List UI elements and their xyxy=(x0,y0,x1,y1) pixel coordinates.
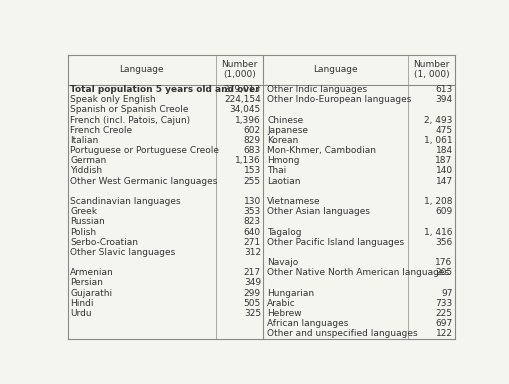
Text: French (incl. Patois, Cajun): French (incl. Patois, Cajun) xyxy=(70,116,190,125)
Text: Polish: Polish xyxy=(70,227,96,237)
Text: 1, 416: 1, 416 xyxy=(423,227,452,237)
Text: 184: 184 xyxy=(435,146,452,155)
Text: Russian: Russian xyxy=(70,217,105,226)
Text: Other Asian languages: Other Asian languages xyxy=(267,207,370,216)
Text: 640: 640 xyxy=(243,227,261,237)
Text: African languages: African languages xyxy=(267,319,348,328)
Text: 609: 609 xyxy=(435,207,452,216)
Text: 130: 130 xyxy=(243,197,261,206)
Text: 823: 823 xyxy=(243,217,261,226)
Text: 271: 271 xyxy=(243,238,261,247)
Text: 153: 153 xyxy=(243,167,261,175)
Text: Other Pacific Island languages: Other Pacific Island languages xyxy=(267,238,404,247)
Text: Tagalog: Tagalog xyxy=(267,227,301,237)
Text: 225: 225 xyxy=(435,309,452,318)
Text: 140: 140 xyxy=(435,167,452,175)
Text: Total population 5 years old and over: Total population 5 years old and over xyxy=(70,85,259,94)
Text: Korean: Korean xyxy=(267,136,298,145)
Text: 1,396: 1,396 xyxy=(235,116,261,125)
Text: Yiddish: Yiddish xyxy=(70,167,102,175)
Text: Thai: Thai xyxy=(267,167,286,175)
Text: Hungarian: Hungarian xyxy=(267,288,314,298)
Text: German: German xyxy=(70,156,106,165)
Text: 613: 613 xyxy=(435,85,452,94)
Text: Other Slavic languages: Other Slavic languages xyxy=(70,248,175,257)
Text: 353: 353 xyxy=(243,207,261,216)
Text: 697: 697 xyxy=(435,319,452,328)
Text: Arabic: Arabic xyxy=(267,299,295,308)
Text: Hmong: Hmong xyxy=(267,156,299,165)
Text: 122: 122 xyxy=(435,329,452,338)
Text: Other Indo-European languages: Other Indo-European languages xyxy=(267,95,411,104)
Text: 299: 299 xyxy=(243,288,261,298)
Text: 505: 505 xyxy=(243,299,261,308)
Text: 829: 829 xyxy=(243,136,261,145)
Text: 1, 061: 1, 061 xyxy=(423,136,452,145)
Text: 2, 493: 2, 493 xyxy=(423,116,452,125)
Text: Language: Language xyxy=(313,65,357,74)
Text: Hebrew: Hebrew xyxy=(267,309,301,318)
Text: 394: 394 xyxy=(435,95,452,104)
Text: 683: 683 xyxy=(243,146,261,155)
Text: 97: 97 xyxy=(440,288,452,298)
Text: Spanish or Spanish Creole: Spanish or Spanish Creole xyxy=(70,106,188,114)
Text: 224,154: 224,154 xyxy=(224,95,261,104)
Text: Other West Germanic languages: Other West Germanic languages xyxy=(70,177,217,185)
Text: Japanese: Japanese xyxy=(267,126,308,135)
Text: 187: 187 xyxy=(435,156,452,165)
Text: Gujarathi: Gujarathi xyxy=(70,288,112,298)
Text: 279,013: 279,013 xyxy=(223,85,261,94)
Text: Other and unspecified languages: Other and unspecified languages xyxy=(267,329,417,338)
Text: Persian: Persian xyxy=(70,278,103,287)
Text: Vietnamese: Vietnamese xyxy=(267,197,320,206)
Text: 733: 733 xyxy=(435,299,452,308)
Text: Other Indic languages: Other Indic languages xyxy=(267,85,366,94)
Text: 34,045: 34,045 xyxy=(229,106,261,114)
Text: 176: 176 xyxy=(435,258,452,267)
Text: 1,136: 1,136 xyxy=(235,156,261,165)
Text: 475: 475 xyxy=(435,126,452,135)
Text: 325: 325 xyxy=(243,309,261,318)
Text: Armenian: Armenian xyxy=(70,268,114,277)
Text: Number
(1, 000): Number (1, 000) xyxy=(413,60,449,79)
Text: Urdu: Urdu xyxy=(70,309,92,318)
Text: 205: 205 xyxy=(435,268,452,277)
Text: Speak only English: Speak only English xyxy=(70,95,155,104)
Text: Greek: Greek xyxy=(70,207,97,216)
Text: Chinese: Chinese xyxy=(267,116,303,125)
Text: Serbo-Croatian: Serbo-Croatian xyxy=(70,238,138,247)
Text: Mon-Khmer, Cambodian: Mon-Khmer, Cambodian xyxy=(267,146,376,155)
Text: Italian: Italian xyxy=(70,136,98,145)
Text: Language: Language xyxy=(119,65,164,74)
Text: Other Native North American languages: Other Native North American languages xyxy=(267,268,448,277)
Text: 356: 356 xyxy=(435,238,452,247)
Text: Hindi: Hindi xyxy=(70,299,93,308)
Text: 255: 255 xyxy=(243,177,261,185)
Text: Laotian: Laotian xyxy=(267,177,300,185)
Text: 602: 602 xyxy=(243,126,261,135)
Text: 349: 349 xyxy=(243,278,261,287)
Text: Number
(1,000): Number (1,000) xyxy=(221,60,258,79)
Text: Portuguese or Portuguese Creole: Portuguese or Portuguese Creole xyxy=(70,146,219,155)
Text: Scandinavian languages: Scandinavian languages xyxy=(70,197,180,206)
Text: 217: 217 xyxy=(243,268,261,277)
Text: 312: 312 xyxy=(243,248,261,257)
Text: 1, 208: 1, 208 xyxy=(423,197,452,206)
Text: Navajo: Navajo xyxy=(267,258,298,267)
Text: French Creole: French Creole xyxy=(70,126,132,135)
Text: 147: 147 xyxy=(435,177,452,185)
